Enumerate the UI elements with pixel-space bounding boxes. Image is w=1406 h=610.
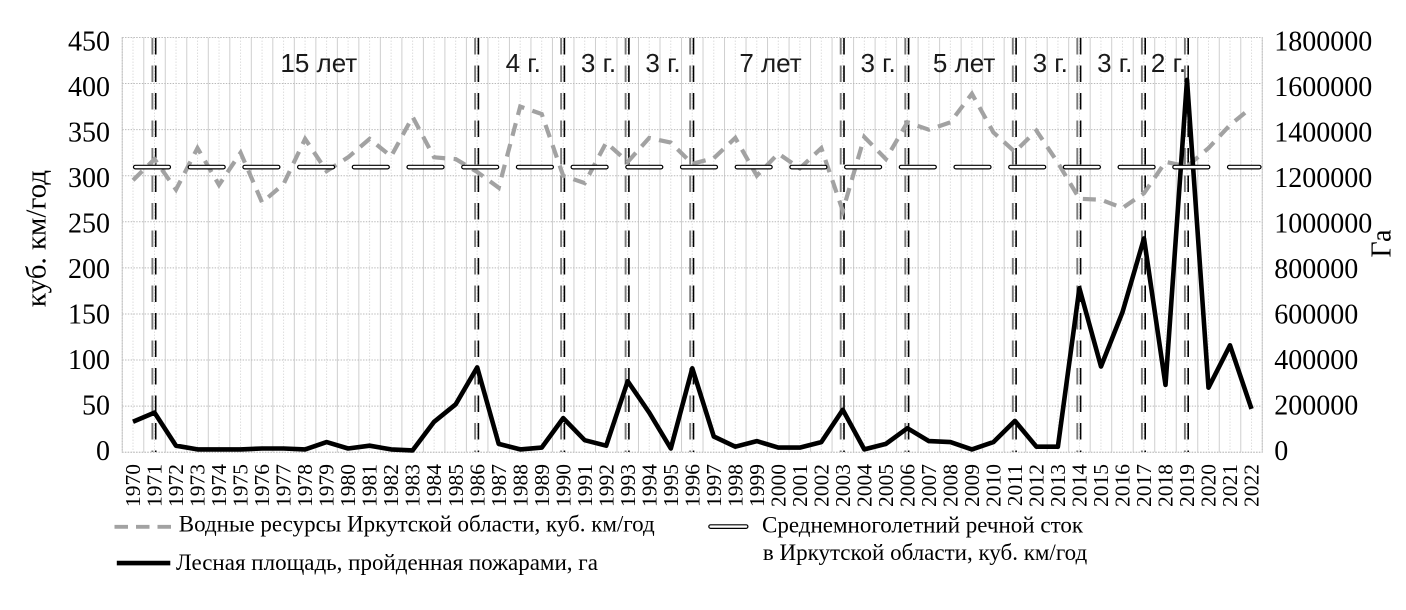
svg-text:1991: 1991 — [573, 464, 597, 507]
svg-text:куб. км/год: куб. км/год — [21, 170, 53, 307]
svg-text:2 г.: 2 г. — [1151, 48, 1186, 78]
svg-text:2007: 2007 — [917, 464, 941, 507]
svg-text:1600000: 1600000 — [1274, 72, 1372, 103]
svg-text:2001: 2001 — [788, 464, 812, 507]
svg-text:Га: Га — [1367, 229, 1398, 257]
svg-text:1998: 1998 — [723, 464, 747, 507]
svg-text:Лесная площадь, пройденная пож: Лесная площадь, пройденная пожарами, га — [176, 550, 598, 575]
svg-text:450: 450 — [68, 26, 110, 57]
svg-text:2006: 2006 — [896, 464, 920, 507]
svg-text:2019: 2019 — [1175, 464, 1199, 507]
svg-text:5 лет: 5 лет — [933, 48, 995, 78]
svg-text:1000000: 1000000 — [1274, 208, 1372, 239]
svg-text:1980: 1980 — [336, 464, 360, 507]
svg-text:2020: 2020 — [1197, 464, 1221, 507]
svg-text:1800000: 1800000 — [1274, 26, 1372, 57]
svg-text:1988: 1988 — [508, 464, 532, 507]
svg-text:2009: 2009 — [960, 464, 984, 507]
svg-text:1993: 1993 — [616, 464, 640, 507]
svg-text:2005: 2005 — [874, 464, 898, 507]
svg-text:1986: 1986 — [465, 464, 489, 507]
svg-text:2021: 2021 — [1218, 464, 1242, 507]
svg-text:1977: 1977 — [272, 464, 296, 507]
svg-text:1987: 1987 — [487, 464, 511, 507]
svg-text:1997: 1997 — [702, 464, 726, 507]
svg-text:1995: 1995 — [659, 464, 683, 507]
svg-text:1999: 1999 — [745, 464, 769, 507]
svg-text:1971: 1971 — [143, 464, 167, 507]
svg-text:3 г.: 3 г. — [1097, 48, 1132, 78]
svg-text:1979: 1979 — [315, 464, 339, 507]
svg-text:350: 350 — [68, 117, 110, 148]
svg-text:1973: 1973 — [186, 464, 210, 507]
svg-text:2010: 2010 — [982, 464, 1006, 507]
svg-text:1994: 1994 — [637, 464, 661, 507]
svg-text:1989: 1989 — [530, 464, 554, 507]
svg-text:1982: 1982 — [379, 464, 403, 507]
svg-text:1970: 1970 — [121, 464, 145, 507]
svg-text:1200000: 1200000 — [1274, 163, 1372, 194]
svg-text:800000: 800000 — [1274, 254, 1358, 285]
svg-text:2004: 2004 — [852, 464, 876, 507]
svg-text:600000: 600000 — [1274, 299, 1358, 330]
svg-text:2015: 2015 — [1089, 464, 1113, 507]
svg-text:2012: 2012 — [1025, 464, 1049, 507]
svg-text:1985: 1985 — [444, 464, 468, 507]
svg-text:250: 250 — [68, 208, 110, 239]
svg-text:2017: 2017 — [1132, 464, 1156, 507]
svg-text:0: 0 — [96, 436, 110, 467]
svg-text:1976: 1976 — [250, 464, 274, 507]
svg-text:200000: 200000 — [1274, 390, 1358, 421]
svg-text:2002: 2002 — [809, 464, 833, 507]
svg-text:2011: 2011 — [1003, 464, 1027, 506]
svg-text:15 лет: 15 лет — [280, 48, 357, 78]
svg-text:400: 400 — [68, 72, 110, 103]
svg-text:400000: 400000 — [1274, 345, 1358, 376]
svg-text:1983: 1983 — [401, 464, 425, 507]
svg-text:4 г.: 4 г. — [506, 48, 541, 78]
svg-text:2003: 2003 — [831, 464, 855, 507]
svg-text:1984: 1984 — [422, 464, 446, 507]
svg-text:7 лет: 7 лет — [739, 48, 801, 78]
svg-text:1975: 1975 — [229, 464, 253, 507]
svg-text:в Иркутской области, куб. км/г: в Иркутской области, куб. км/год — [763, 540, 1088, 565]
svg-text:2000: 2000 — [766, 464, 790, 507]
svg-text:1990: 1990 — [551, 464, 575, 507]
svg-text:2014: 2014 — [1068, 464, 1092, 507]
svg-text:1981: 1981 — [358, 464, 382, 507]
svg-text:1996: 1996 — [680, 464, 704, 507]
svg-text:3 г.: 3 г. — [645, 48, 680, 78]
svg-text:3 г.: 3 г. — [860, 48, 895, 78]
svg-text:200: 200 — [68, 254, 110, 285]
svg-text:3 г.: 3 г. — [581, 48, 616, 78]
svg-text:300: 300 — [68, 163, 110, 194]
svg-text:100: 100 — [68, 345, 110, 376]
svg-text:Водные ресурсы Иркутской облас: Водные ресурсы Иркутской области, куб. к… — [179, 512, 655, 537]
svg-text:Среднемноголетний речной сток: Среднемноголетний речной сток — [762, 513, 1084, 538]
svg-text:2013: 2013 — [1046, 464, 1070, 507]
svg-text:2016: 2016 — [1111, 464, 1135, 507]
svg-text:1992: 1992 — [594, 464, 618, 507]
svg-text:3 г.: 3 г. — [1033, 48, 1068, 78]
svg-text:1972: 1972 — [164, 464, 188, 507]
svg-text:150: 150 — [68, 299, 110, 330]
svg-text:1978: 1978 — [293, 464, 317, 507]
svg-text:1974: 1974 — [207, 464, 231, 507]
svg-text:2022: 2022 — [1240, 464, 1264, 507]
svg-text:1400000: 1400000 — [1274, 117, 1372, 148]
svg-text:0: 0 — [1274, 436, 1288, 467]
svg-text:2008: 2008 — [939, 464, 963, 507]
svg-text:50: 50 — [82, 390, 110, 421]
svg-text:2018: 2018 — [1154, 464, 1178, 507]
